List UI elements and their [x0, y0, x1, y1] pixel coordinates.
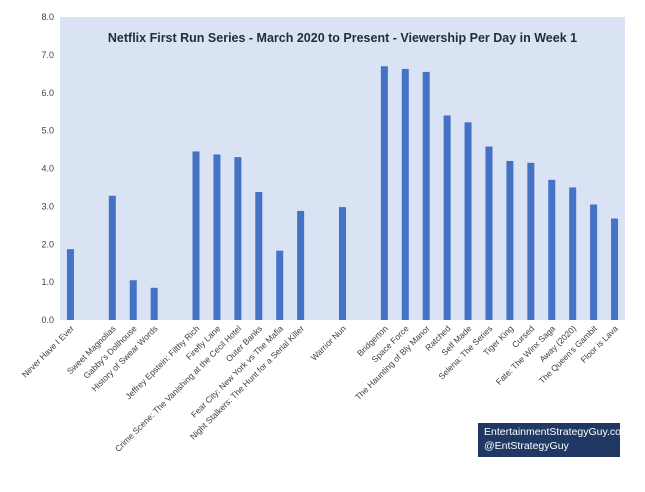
y-tick-label: 5.0 [41, 126, 54, 136]
bar [108, 195, 116, 320]
bar [569, 187, 577, 320]
bar [590, 204, 598, 320]
bar [234, 157, 242, 320]
x-tick-label: Jeffrey Epstein: Filthy Rich [123, 323, 201, 401]
y-tick-label: 8.0 [41, 12, 54, 22]
bar [527, 162, 535, 320]
y-axis: 0.0 1.0 2.0 3.0 4.0 5.0 6.0 7.0 8.0 [41, 12, 54, 325]
credit-box: EntertainmentStrategyGuy.com @EntStrateg… [478, 423, 630, 457]
bar [443, 115, 451, 320]
y-tick-label: 0.0 [41, 315, 54, 325]
bar [506, 160, 514, 320]
bar [339, 207, 346, 320]
chart-title: Netflix First Run Series - March 2020 to… [108, 31, 577, 45]
y-tick-label: 1.0 [41, 277, 54, 287]
credit-website: EntertainmentStrategyGuy.com [484, 426, 630, 438]
bar [611, 218, 619, 320]
bar [213, 154, 221, 320]
y-tick-label: 7.0 [41, 50, 54, 60]
bar [129, 280, 137, 320]
bar [422, 71, 430, 320]
bar [464, 122, 472, 320]
bar [297, 210, 305, 320]
y-tick-label: 3.0 [41, 201, 54, 211]
bar [401, 68, 409, 320]
y-tick-label: 4.0 [41, 164, 54, 174]
bar [192, 151, 200, 320]
bar [255, 191, 263, 320]
bar [150, 287, 158, 320]
y-tick-label: 2.0 [41, 239, 54, 249]
bar [380, 66, 388, 320]
bar-series [66, 66, 619, 320]
bar [548, 179, 556, 320]
bar [66, 249, 74, 320]
bar [485, 146, 493, 320]
credit-handle: @EntStrategyGuy [484, 440, 569, 452]
bar [276, 250, 284, 320]
y-tick-label: 6.0 [41, 88, 54, 98]
x-tick-label: Warrior Nun [309, 323, 348, 362]
